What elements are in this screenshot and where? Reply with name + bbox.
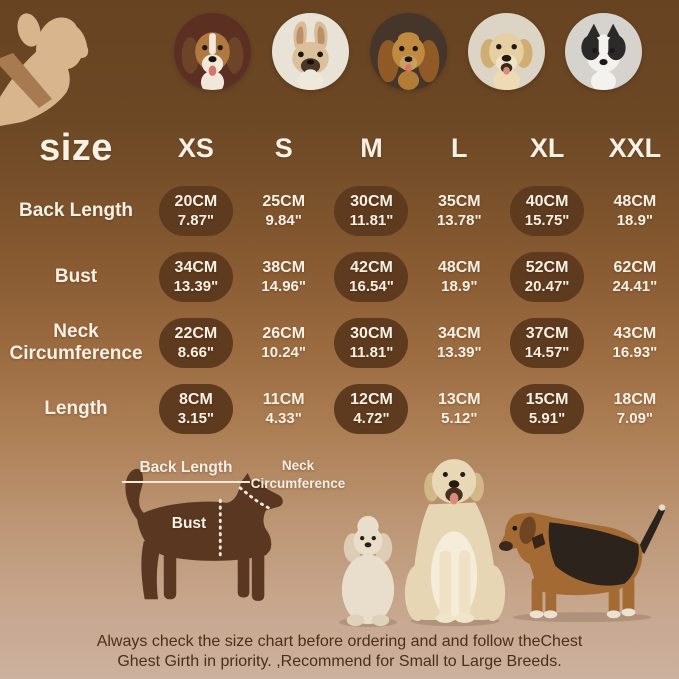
- table-cell: 15CM 5.91": [503, 376, 591, 442]
- table-cell: 11CM 4.33": [262, 391, 305, 427]
- dog-photo-beagle: [174, 13, 251, 90]
- column-header-s: S: [274, 132, 293, 163]
- cocker-spaniel-face-icon: [377, 32, 440, 90]
- diagram-neck-circumference-label: Neck Circumference: [250, 458, 346, 491]
- row-header-back-length: Back Length: [18, 200, 134, 222]
- beagle-face-icon: [181, 32, 244, 90]
- row-header-neck-circumference: Neck Circumference: [9, 321, 143, 364]
- table-cell: 40CM 15.75": [503, 178, 591, 244]
- diagram-bust-label: Bust: [171, 515, 207, 532]
- table-cell: 18CM 7.09": [613, 391, 657, 427]
- row-header-bust: Bust: [54, 266, 98, 288]
- neck-dotted-line: [238, 486, 270, 510]
- diagram-back-length-label: Back Length: [122, 459, 250, 483]
- column-header-xs: XS: [177, 132, 214, 163]
- column-header-xxl: XXL: [608, 132, 662, 163]
- table-cell: 42CM 16.54": [328, 244, 416, 310]
- dog-photo-french-bulldog: [272, 13, 349, 90]
- measurement-diagram-dog-silhouette: [125, 468, 283, 601]
- table-cell: 48CM 18.9": [613, 193, 657, 229]
- table-cell: 48CM 18.9": [437, 259, 481, 295]
- table-cell: 20CM 7.87": [152, 178, 240, 244]
- table-cell: 22CM 8.66": [152, 310, 240, 376]
- dog-photo-labrador: [404, 459, 506, 627]
- table-cell: 8CM 3.15": [152, 376, 240, 442]
- table-cell: 52CM 20.47": [503, 244, 591, 310]
- dog-photo-border-collie: [565, 13, 642, 90]
- table-cell: 30CM 11.81": [328, 310, 416, 376]
- table-cell: 62CM 24.41": [612, 259, 658, 295]
- dog-photo-poodle: [339, 515, 397, 628]
- table-cell: 25CM 9.84": [262, 193, 306, 229]
- dog-photo-cocker-spaniel: [370, 13, 447, 90]
- table-cell: 13CM 5.12": [437, 391, 481, 427]
- table-cell: 34CM 13.39": [152, 244, 240, 310]
- dog-head-logo-icon: [0, 13, 89, 126]
- table-cell: 35CM 13.78": [436, 193, 482, 229]
- dog-photo-beagle-hound: [498, 504, 666, 623]
- french-bulldog-face-icon: [292, 21, 329, 90]
- column-header-xl: XL: [529, 132, 565, 163]
- table-cell: 30CM 11.81": [328, 178, 416, 244]
- column-header-l: L: [451, 132, 468, 163]
- table-cell: 38CM 14.96": [261, 259, 307, 295]
- collar-band: [0, 53, 52, 108]
- size-table: size XS S M L XL XXL Back Length 20CM 7.8…: [0, 118, 679, 442]
- table-cell: 12CM 4.72": [328, 376, 416, 442]
- dog-photo-golden-retriever: [468, 13, 545, 90]
- border-collie-face-icon: [581, 23, 626, 90]
- golden-retriever-face-icon: [480, 33, 533, 90]
- row-header-length: Length: [44, 398, 108, 420]
- footer-note-line-1: Always check the size chart before order…: [96, 633, 583, 650]
- footer-note-line-2: Ghest Girth in priority. ,Recommend for …: [117, 653, 562, 670]
- table-cell: 37CM 14.57": [503, 310, 591, 376]
- table-cell: 34CM 13.39": [436, 325, 482, 361]
- table-cell: 26CM 10.24": [261, 325, 307, 361]
- column-header-m: M: [360, 132, 383, 163]
- table-corner-label: size: [39, 126, 113, 169]
- table-cell: 43CM 16.93": [612, 325, 658, 361]
